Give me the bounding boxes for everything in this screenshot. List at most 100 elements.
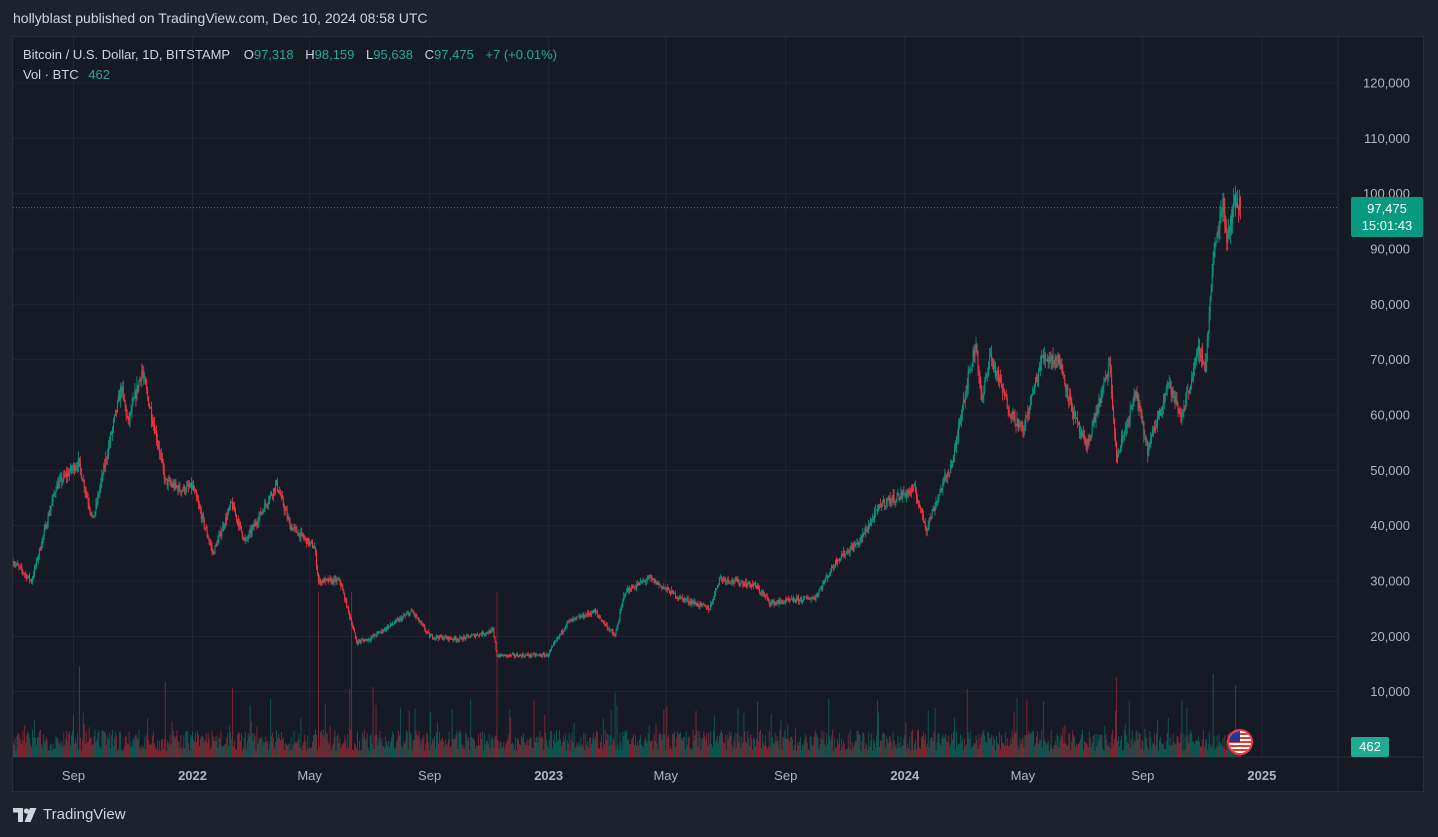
volume-bar bbox=[913, 749, 915, 757]
candle-body bbox=[945, 474, 947, 476]
volume-bar bbox=[1218, 734, 1220, 757]
candle-body bbox=[547, 654, 549, 657]
volume-bar bbox=[843, 743, 845, 757]
candle-body bbox=[763, 593, 765, 596]
candle-body bbox=[416, 617, 418, 618]
volume-bar bbox=[287, 744, 289, 757]
volume-bar bbox=[578, 741, 580, 757]
volume-bar bbox=[900, 736, 902, 757]
chart-panel[interactable]: 10,000 20,000 30,000 40,000 50,000 60,000 70,0… bbox=[12, 36, 1424, 792]
candle-body bbox=[817, 594, 819, 595]
volume-bar bbox=[805, 737, 807, 757]
volume-bar bbox=[767, 746, 769, 757]
volume-bar bbox=[23, 740, 25, 757]
volume-bar bbox=[462, 748, 464, 757]
candle-body bbox=[938, 494, 940, 499]
volume-bar bbox=[321, 735, 323, 757]
candle-body bbox=[247, 537, 249, 539]
volume-bar bbox=[1138, 732, 1140, 757]
volume-bar bbox=[147, 718, 149, 757]
candle-body bbox=[1066, 384, 1068, 391]
candle-body bbox=[46, 524, 48, 529]
candle-body bbox=[365, 639, 367, 640]
candle-body bbox=[1154, 428, 1156, 432]
candle-body bbox=[771, 602, 773, 603]
volume-bar bbox=[879, 747, 880, 757]
symbol-description[interactable]: Bitcoin / U.S. Dollar, 1D, BITSTAMP bbox=[23, 47, 231, 62]
volume-bar bbox=[788, 739, 790, 757]
volume-bar bbox=[135, 734, 137, 757]
candle-body bbox=[1115, 434, 1117, 442]
last-price-badge: 97,475 15:01:43 bbox=[1351, 197, 1423, 237]
candle-body bbox=[984, 380, 986, 392]
candle-body bbox=[489, 630, 491, 634]
candle-body bbox=[821, 587, 823, 589]
candle-body bbox=[678, 598, 680, 600]
candle-body bbox=[204, 527, 206, 529]
volume-bar bbox=[1153, 744, 1155, 757]
volume-bar bbox=[1221, 745, 1223, 757]
volume-bar bbox=[402, 742, 404, 757]
candle-body bbox=[305, 538, 307, 539]
volume-bar bbox=[165, 750, 167, 757]
last-price-value: 97,475 bbox=[1367, 201, 1407, 216]
volume-bar bbox=[382, 746, 384, 757]
candle-body bbox=[498, 655, 500, 657]
candle-body bbox=[841, 555, 843, 557]
candle-body bbox=[614, 635, 616, 637]
volume-bar bbox=[519, 745, 521, 757]
volume-bar bbox=[802, 745, 804, 757]
volume-bar bbox=[1033, 730, 1035, 757]
candle-body bbox=[1161, 406, 1163, 410]
volume-bar bbox=[988, 732, 990, 757]
candle-body bbox=[132, 399, 134, 404]
volume-bar bbox=[349, 688, 351, 757]
candle-body bbox=[1138, 402, 1140, 409]
volume-bar bbox=[354, 743, 355, 757]
candle-body bbox=[752, 584, 754, 587]
volume-bar bbox=[1116, 677, 1118, 757]
volume-bar bbox=[334, 730, 336, 757]
candle-body bbox=[1183, 408, 1185, 412]
candle-body bbox=[909, 490, 911, 494]
candle-body bbox=[1179, 411, 1181, 414]
candle-body bbox=[806, 597, 808, 599]
candle-body bbox=[1079, 431, 1081, 433]
volume-bar bbox=[1204, 739, 1206, 757]
candle-body bbox=[701, 603, 703, 605]
volume-bar bbox=[36, 737, 38, 757]
volume-bar bbox=[1080, 734, 1082, 757]
volume-bar bbox=[720, 730, 722, 757]
volume-bar bbox=[517, 738, 518, 757]
us-flag-icon[interactable] bbox=[1227, 729, 1253, 755]
candle-body bbox=[1001, 387, 1003, 392]
candle-body bbox=[217, 539, 219, 546]
candle-body bbox=[150, 407, 152, 409]
candle-body bbox=[467, 635, 469, 636]
volume-bar bbox=[710, 731, 712, 757]
volume-bar bbox=[71, 735, 73, 757]
volume-bar bbox=[235, 748, 236, 757]
candle-body bbox=[922, 514, 924, 521]
volume-bar bbox=[1186, 708, 1188, 757]
candle-body bbox=[511, 654, 513, 656]
volume-bar bbox=[928, 747, 930, 757]
candle-body bbox=[776, 602, 778, 604]
candle-body bbox=[1237, 207, 1239, 210]
candle-body bbox=[166, 478, 168, 486]
volume-bar bbox=[371, 744, 373, 757]
price-chart[interactable]: 10,00020,00030,00040,00050,00060,00070,0… bbox=[13, 37, 1423, 791]
candle-body bbox=[184, 485, 186, 493]
volume-bar bbox=[1043, 739, 1045, 757]
candle-body bbox=[1234, 195, 1236, 202]
volume-label[interactable]: Vol · BTC bbox=[23, 67, 79, 82]
candle-body bbox=[554, 640, 556, 643]
candle-body bbox=[1077, 422, 1079, 424]
volume-bar bbox=[815, 732, 817, 757]
candle-body bbox=[1090, 434, 1092, 440]
candle-body bbox=[487, 633, 489, 634]
candle-body bbox=[75, 466, 77, 469]
candle-body bbox=[700, 602, 702, 604]
footer-branding[interactable]: TradingView bbox=[13, 806, 126, 823]
volume-bar bbox=[363, 729, 365, 757]
